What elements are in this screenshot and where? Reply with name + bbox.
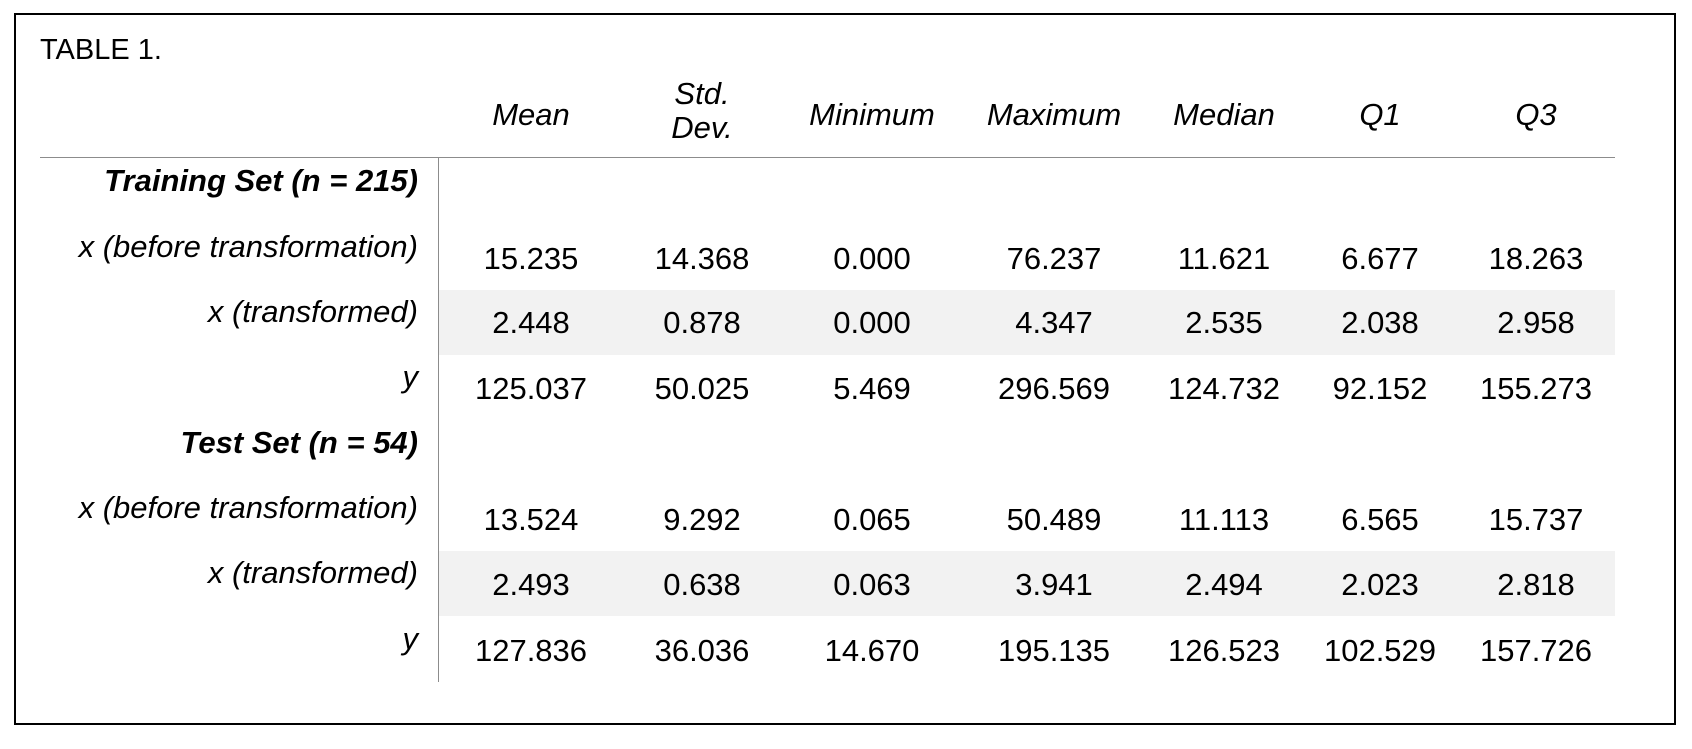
table-cell: 195.135 [997,633,1111,668]
table-frame [14,13,1676,725]
column-header-q1: Q1 [1359,97,1401,132]
row-label: y [402,621,419,656]
table-cell: 0.000 [833,241,911,276]
section-title-test-set: Test Set (n = 54) [180,425,418,460]
table-cell: 0.878 [663,305,741,340]
table-cell: 102.529 [1323,633,1437,668]
column-header-maximum: Maximum [986,97,1122,132]
label-column-rule [438,158,439,682]
table-cell: 2.818 [1497,567,1575,602]
table-cell: 0.638 [663,567,741,602]
table-cell: 14.368 [654,241,750,276]
table-cell: 11.113 [1178,502,1270,537]
table-cell: 76.237 [1006,241,1102,276]
table-cell: 92.152 [1332,371,1428,406]
table-cell: 0.000 [833,305,911,340]
table-cell: 0.065 [833,502,911,537]
table-cell: 125.037 [474,371,588,406]
table-cell: 2.023 [1341,567,1419,602]
table-cell: 5.469 [833,371,911,406]
table-cell: 18.263 [1488,241,1584,276]
table-cell: 6.565 [1341,502,1419,537]
table-cell: 124.732 [1167,371,1281,406]
column-header-minimum: Minimum [809,97,935,132]
table-cell: 126.523 [1167,633,1281,668]
row-label: x (transformed) [207,555,418,590]
table-cell: 157.726 [1479,633,1593,668]
section-title-training-set: Training Set (n = 215) [104,163,418,198]
row-label: x (transformed) [207,294,418,329]
table-cell: 2.494 [1185,567,1263,602]
table-cell: 2.958 [1497,305,1575,340]
table-cell: 15.235 [483,241,579,276]
header-rule [40,157,1615,158]
row-label: y [402,359,419,394]
table-cell: 127.836 [474,633,588,668]
row-band [439,551,1615,616]
column-header-std-dev: Std. Dev. [671,76,733,145]
table-cell: 3.941 [1015,567,1093,602]
table-cell: 15.737 [1488,502,1584,537]
table-cell: 50.025 [654,371,750,406]
table-cell: 4.347 [1015,305,1093,340]
table-cell: 296.569 [997,371,1111,406]
table-cell: 13.524 [483,502,579,537]
table-cell: 2.535 [1185,305,1263,340]
table-cell: 36.036 [654,633,750,668]
table-cell: 2.038 [1341,305,1419,340]
table-cell: 9.292 [663,502,741,537]
table-cell: 11.621 [1177,241,1271,276]
row-label: x (before transformation) [78,490,418,525]
table-cell: 155.273 [1479,371,1593,406]
table-cell: 0.063 [833,567,911,602]
column-header-mean: Mean [492,97,570,132]
table-cell: 2.493 [492,567,570,602]
table-caption: TABLE 1. [40,34,162,66]
row-band [439,290,1615,355]
table-cell: 14.670 [824,633,920,668]
column-header-median: Median [1173,97,1275,132]
table-cell: 2.448 [492,305,570,340]
table-cell: 50.489 [1006,502,1102,537]
row-label: x (before transformation) [78,229,418,264]
column-header-q3: Q3 [1515,97,1557,132]
table-cell: 6.677 [1341,241,1419,276]
